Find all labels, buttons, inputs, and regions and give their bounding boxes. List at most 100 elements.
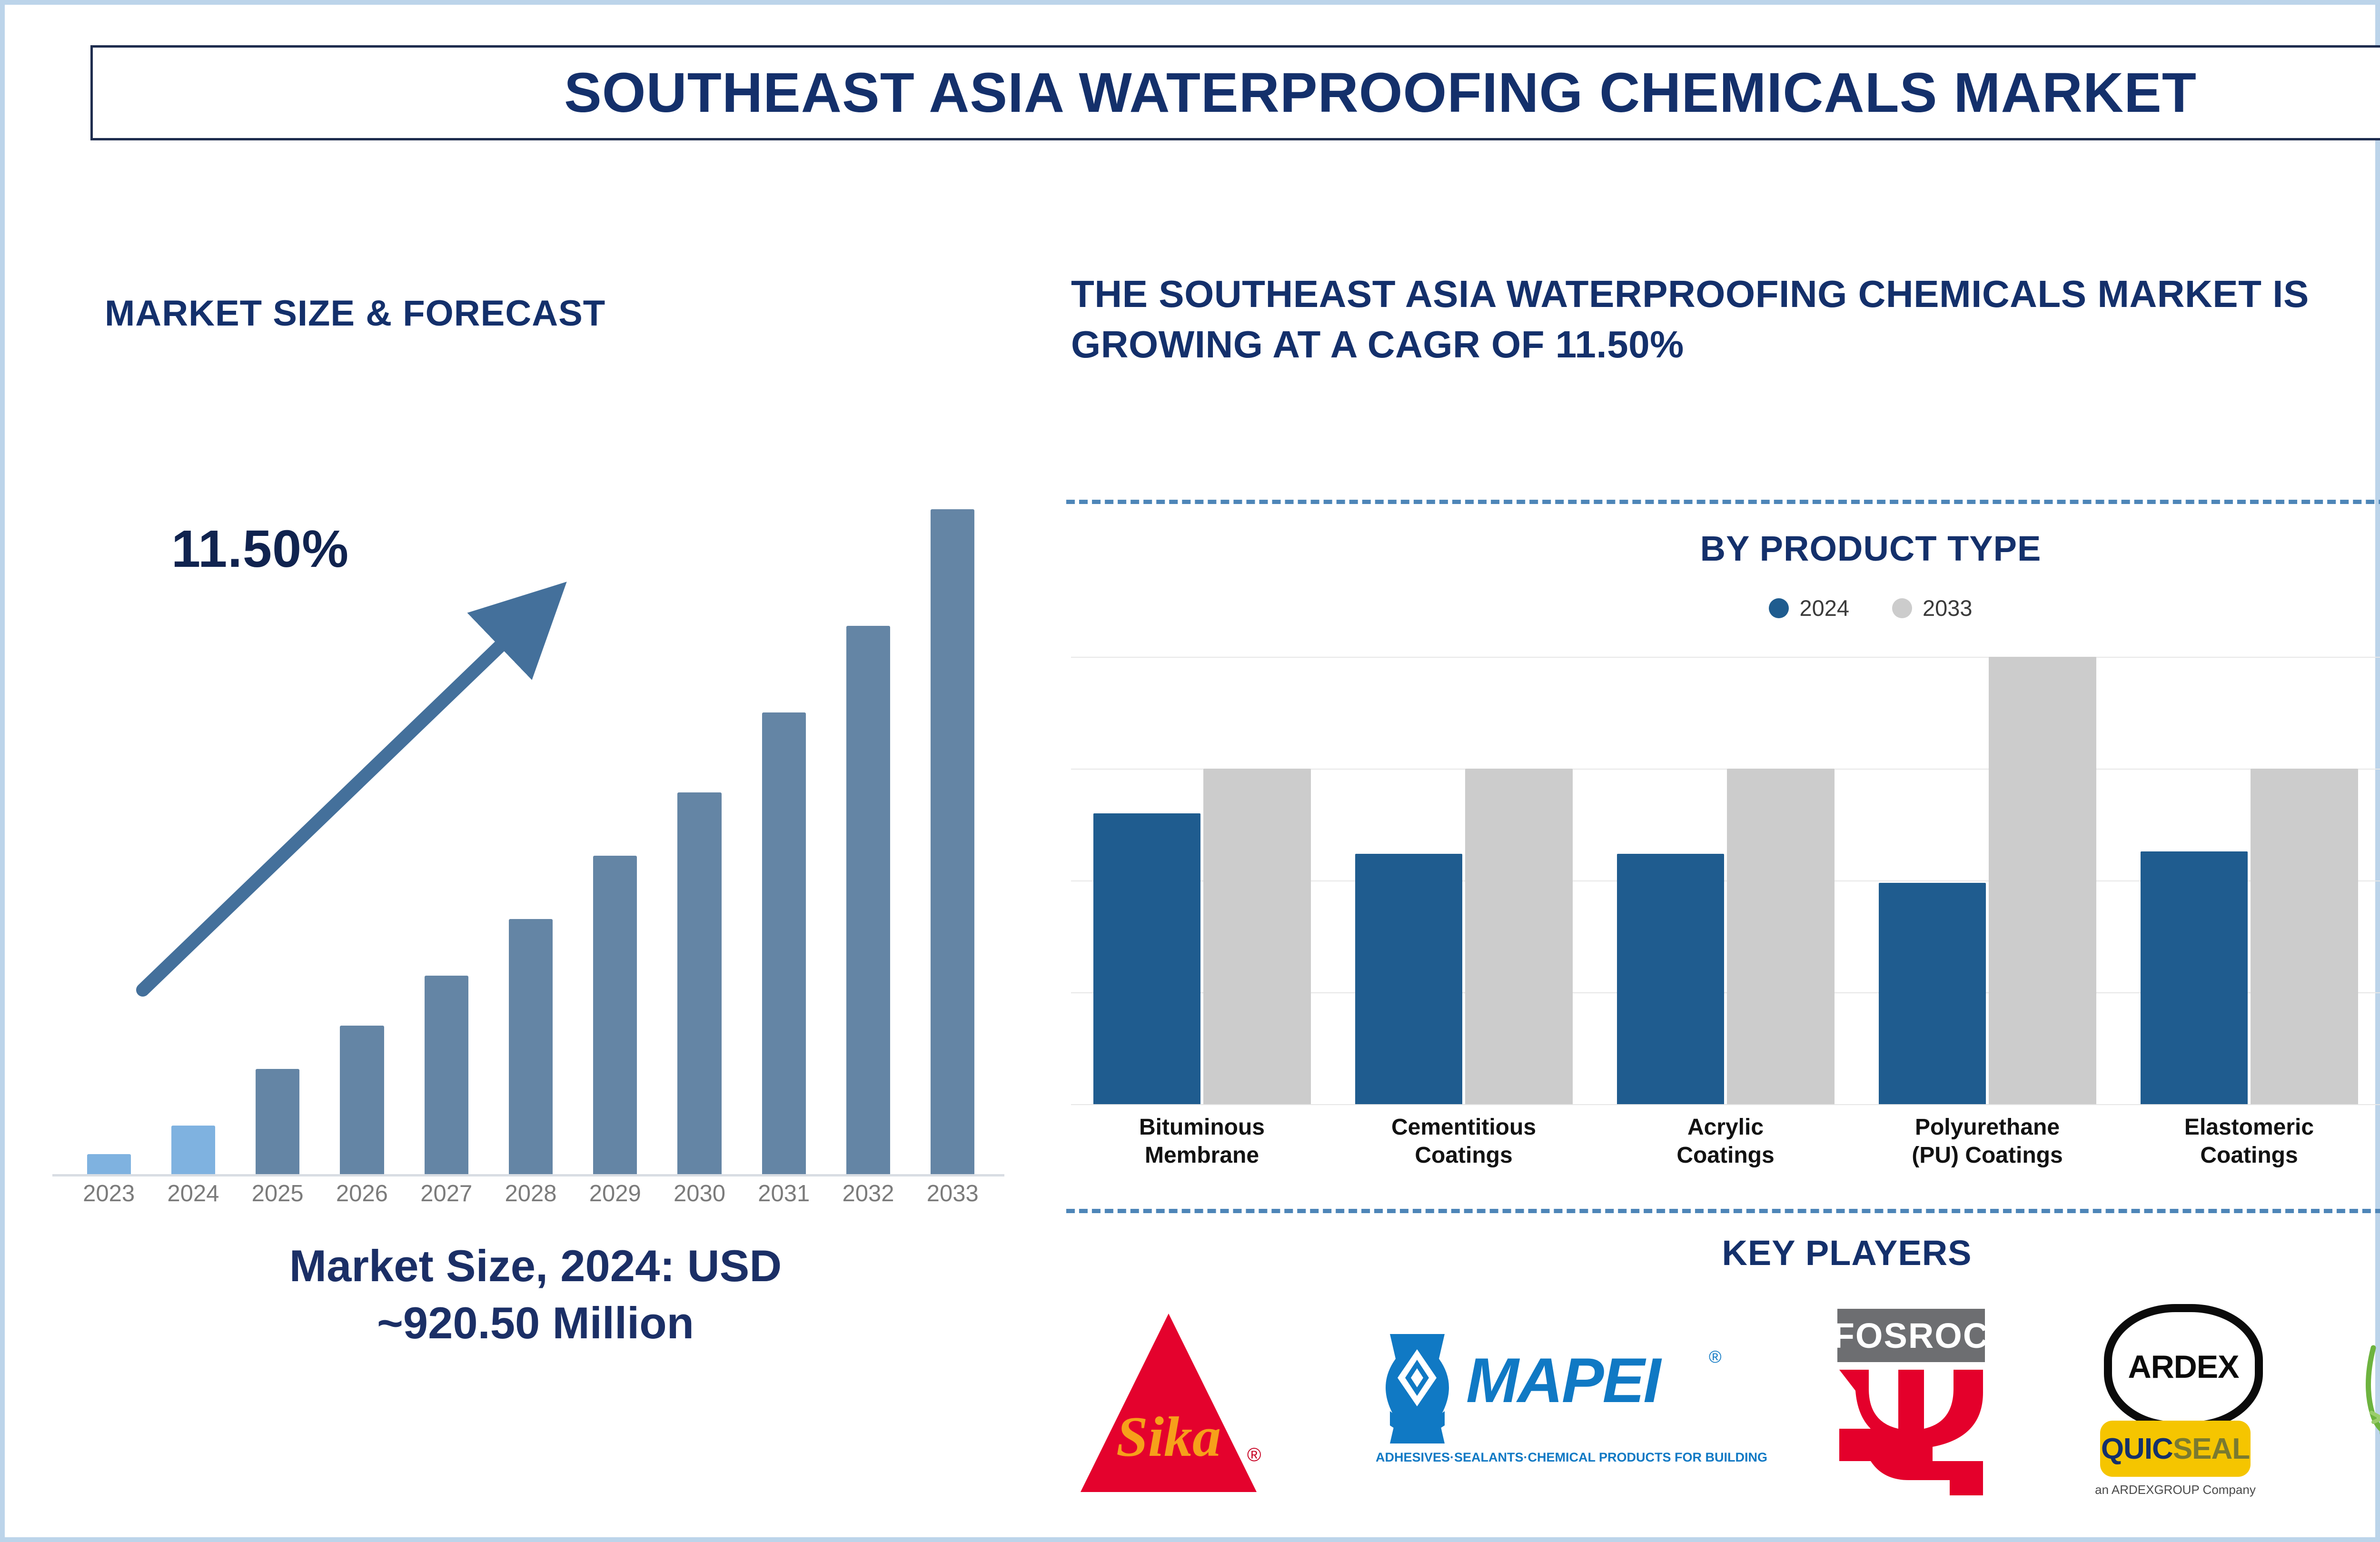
legend-item[interactable]: 2024 xyxy=(1769,595,1849,621)
forecast-year-label: 2027 xyxy=(420,1181,473,1206)
chart-legend: 2024 2033 xyxy=(1061,595,2380,621)
product-bar-2033 xyxy=(1989,657,2096,1104)
legend-item[interactable]: 2033 xyxy=(1892,595,1973,621)
category-axis: Bituminous Membrane Cementitious Coatings Ac… xyxy=(1071,1114,2380,1169)
grouped-bars xyxy=(1071,657,2380,1104)
legend-label: 2024 xyxy=(1799,595,1849,621)
bostik-gecko-icon xyxy=(2366,1345,2380,1443)
by-product-type-chart: Bituminous Membrane Cementitious Coatings Ac… xyxy=(1071,657,2380,1168)
cagr-statement: THE SOUTHEAST ASIA WATERPROOFING CHEMICA… xyxy=(1071,273,2309,366)
sika-triangle-icon xyxy=(1081,1314,1257,1492)
forecast-year-label: 2026 xyxy=(336,1181,388,1206)
forecast-bar-column xyxy=(67,509,151,1176)
forecast-bar-column xyxy=(657,509,742,1176)
legend-label: 2033 xyxy=(1923,595,1973,621)
category-label-line: (PU) Coatings xyxy=(1912,1142,2063,1168)
mapei-tagline: ADHESIVES·SEALANTS·CHEMICAL PRODUCTS FOR… xyxy=(1376,1450,1768,1464)
product-bar-2024 xyxy=(1616,853,1724,1104)
category-label: Acrylic Coatings xyxy=(1595,1114,1856,1169)
sika-registered-mark: ® xyxy=(1247,1444,1261,1465)
forecast-bar-column xyxy=(151,509,235,1176)
forecast-year-label: 2030 xyxy=(673,1181,725,1206)
category-label-line: Cementitious xyxy=(1391,1115,1537,1140)
forecast-bar-column xyxy=(573,509,657,1176)
forecast-year-label: 2024 xyxy=(167,1181,219,1206)
forecast-bar xyxy=(762,712,806,1176)
category-label-line: Polyurethane xyxy=(1914,1115,2060,1140)
forecast-bar-column xyxy=(826,509,910,1176)
divider-top xyxy=(1066,500,2380,504)
forecast-year-label: 2028 xyxy=(505,1181,557,1206)
forecast-year-label: 2023 xyxy=(83,1181,135,1206)
mapei-registered-mark: ® xyxy=(1709,1347,1722,1366)
forecast-year-label: 2033 xyxy=(926,1181,979,1206)
quicseal-pill: QUICSEAL xyxy=(2100,1421,2251,1477)
divider-bottom xyxy=(1066,1209,2380,1213)
forecast-bar-column xyxy=(320,509,404,1176)
forecast-bar xyxy=(593,856,637,1176)
bar-group xyxy=(1856,657,2118,1104)
page-title: SOUTHEAST ASIA WATERPROOFING CHEMICALS M… xyxy=(564,61,2197,124)
forecast-bar xyxy=(171,1126,215,1176)
mapei-mark-icon xyxy=(1386,1334,1449,1443)
forecast-bar-column xyxy=(911,509,995,1176)
forecast-bar xyxy=(508,919,553,1176)
key-players-title: KEY PLAYERS xyxy=(1722,1233,1972,1273)
category-label-line: Acrylic xyxy=(1687,1115,1764,1140)
product-bar-2033 xyxy=(1727,769,1835,1104)
infographic-inner: SOUTHEAST ASIA WATERPROOFING CHEMICALS M… xyxy=(10,10,2380,1532)
logo-fosroc: FOSROC xyxy=(1833,1304,1990,1504)
forecast-year-label: 2025 xyxy=(251,1181,304,1206)
forecast-bar-column xyxy=(488,509,573,1176)
gridline xyxy=(1071,769,2380,770)
bar-group xyxy=(1071,657,1333,1104)
bar-group xyxy=(1595,657,1856,1104)
forecast-bar xyxy=(931,509,975,1176)
legend-color-swatch xyxy=(1892,598,1912,618)
market-size-line-2: ~920.50 Million xyxy=(377,1298,694,1348)
category-label: Polyurethane (PU) Coatings xyxy=(1856,1114,2118,1169)
category-label-line: Coatings xyxy=(1676,1142,1775,1168)
category-label-line: Bituminous xyxy=(1139,1115,1265,1140)
product-bar-2024 xyxy=(1878,882,1986,1104)
forecast-bar xyxy=(340,1026,384,1176)
logo-ardex-quicseal: ARDEX QUICSEAL an ARDEXGROUP Company xyxy=(2085,1304,2266,1504)
product-bar-2024 xyxy=(1355,853,1462,1104)
forecast-year-label: 2032 xyxy=(842,1181,894,1206)
logo-sika: Sika ® xyxy=(1081,1304,1280,1504)
category-label: Elastomeric Coatings xyxy=(2118,1114,2380,1169)
sika-wordmark: Sika xyxy=(1116,1405,1221,1468)
bar-group xyxy=(2118,657,2380,1104)
forecast-bar-column xyxy=(236,509,320,1176)
ardex-subline: an ARDEXGROUP Company xyxy=(2095,1483,2256,1497)
bar-group xyxy=(1333,657,1595,1104)
forecast-year-label: 2029 xyxy=(589,1181,641,1206)
forecast-year-axis: 2023 2024 2025 2026 2027 2028 2029 2030 2031 2032… xyxy=(67,1180,995,1223)
quicseal-wordmark-quic: QUIC xyxy=(2101,1432,2173,1465)
chart-baseline xyxy=(52,1174,1004,1176)
key-players-logos: Sika ® MAPEI ® ADHESIVES·SEALANTS xyxy=(1081,1299,2380,1509)
logo-bostik: BOSTIK xyxy=(2361,1304,2380,1504)
plot-area xyxy=(1071,657,2380,1105)
product-bar-2024 xyxy=(2140,851,2248,1104)
market-size-forecast-panel: MARKET SIZE & FORECAST 11.50% 2023 2024 20… xyxy=(52,167,1019,1509)
logo-mapei: MAPEI ® ADHESIVES·SEALANTS·CHEMICAL PROD… xyxy=(1376,1304,1768,1504)
gridline xyxy=(1071,1104,2380,1105)
category-label-line: Membrane xyxy=(1144,1142,1259,1168)
product-bar-2033 xyxy=(1465,769,1573,1104)
legend-color-swatch xyxy=(1769,598,1789,618)
forecast-bar-column xyxy=(404,509,488,1176)
category-label-line: Coatings xyxy=(1415,1142,1513,1168)
quicseal-wordmark-seal: SEAL xyxy=(2172,1432,2250,1465)
product-bar-2033 xyxy=(2251,769,2358,1104)
market-size-callout: Market Size, 2024: USD ~920.50 Million xyxy=(52,1237,1019,1352)
gridline xyxy=(1071,657,2380,658)
forecast-bar xyxy=(256,1069,300,1176)
forecast-bar-column xyxy=(742,509,826,1176)
market-size-line-1: Market Size, 2024: USD xyxy=(289,1241,782,1291)
forecast-bar xyxy=(87,1154,131,1176)
mapei-wordmark: MAPEI xyxy=(1466,1345,1661,1416)
by-product-type-title: BY PRODUCT TYPE xyxy=(1700,529,2042,568)
ardex-oval: ARDEX xyxy=(2104,1304,2263,1430)
forecast-bar xyxy=(846,626,891,1176)
